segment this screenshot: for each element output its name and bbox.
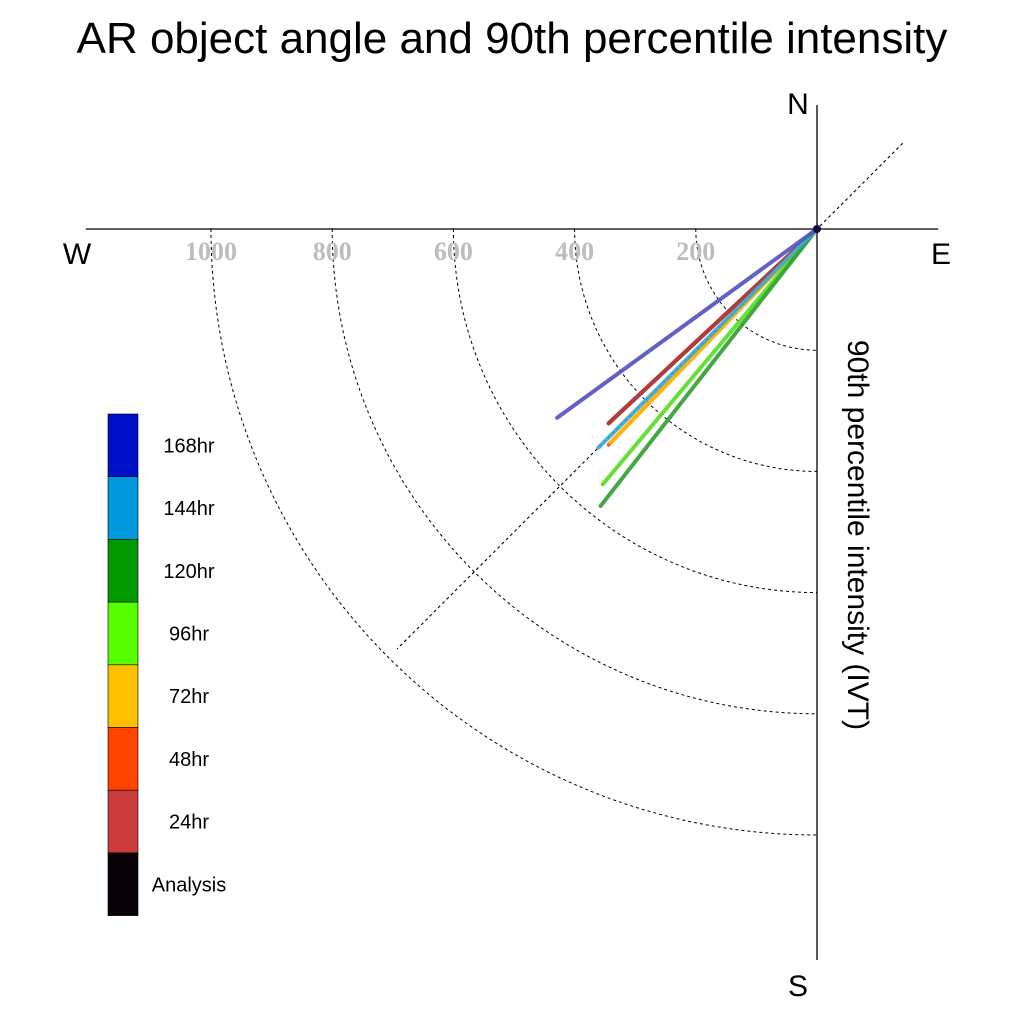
south-label: S: [788, 970, 808, 1003]
vector-120hr: [598, 227, 819, 508]
legend-label-72hr: 72hr: [169, 686, 209, 708]
west-label: W: [63, 238, 92, 271]
chart-title: AR object angle and 90th percentile inte…: [76, 14, 948, 63]
legend-swatch-72hr: [107, 664, 139, 728]
legend-swatch-24hr: [107, 789, 139, 854]
legend-label-168hr: 168hr: [163, 435, 214, 457]
legend-swatch-96hr: [107, 601, 139, 666]
legend-swatch-144hr: [107, 476, 139, 540]
series-vectors: [555, 225, 821, 508]
radial-tick-label-200: 200: [676, 237, 715, 266]
radial-ring-600: [452, 228, 818, 594]
legend-label-120hr: 120hr: [163, 561, 214, 583]
legend-label-144hr: 144hr: [163, 498, 214, 520]
radial-tick-label-400: 400: [555, 237, 594, 266]
legend-swatch-168hr: [107, 413, 139, 478]
radial-tick-labels: 200 400 600 800 1000: [185, 237, 715, 266]
legend-swatch-analysis: [107, 852, 139, 916]
vector-168hr: [555, 227, 819, 420]
compass-axes: [86, 105, 938, 960]
y-axis-label: 90th percentile intensity (IVT): [841, 340, 874, 730]
north-label: N: [787, 88, 809, 121]
radial-tick-label-1000: 1000: [185, 237, 237, 266]
vector-144hr: [596, 227, 819, 450]
radial-ring-200: [695, 228, 818, 351]
legend: 168hr 144hr 120hr 96hr 72hr 48hr 24hr Analysis: [107, 413, 226, 916]
radial-ring-400: [574, 228, 818, 472]
legend-label-96hr: 96hr: [169, 623, 209, 645]
legend-label-48hr: 48hr: [169, 749, 209, 771]
legend-swatch-48hr: [107, 727, 139, 791]
legend-label-24hr: 24hr: [169, 812, 209, 834]
radial-tick-label-600: 600: [434, 237, 473, 266]
origin-marker: [813, 225, 821, 233]
radial-tick-label-800: 800: [313, 237, 352, 266]
diagonal-guide-line: [396, 142, 904, 650]
east-label: E: [931, 238, 951, 271]
radial-ring-1000: [210, 228, 818, 836]
legend-swatch-120hr: [107, 539, 139, 603]
legend-label-analysis: Analysis: [152, 874, 226, 896]
